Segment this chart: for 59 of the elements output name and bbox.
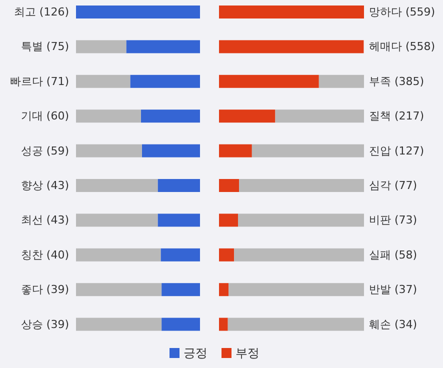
bar (142, 144, 200, 158)
y-tick-label: 좋다 (39) (20, 283, 69, 296)
y-tick-label: 진압 (127) (369, 144, 424, 158)
y-tick-label: 기대 (60) (20, 110, 69, 123)
bar (219, 40, 364, 54)
bar (219, 110, 276, 123)
y-tick-label: 망하다 (559) (369, 6, 436, 18)
bar (76, 318, 162, 331)
bar (219, 144, 252, 158)
bar (239, 179, 364, 192)
y-tick-label: 성공 (59) (20, 144, 69, 158)
bar (76, 248, 161, 262)
bar (76, 179, 158, 192)
bar (76, 74, 130, 88)
bar (76, 110, 141, 123)
y-tick-label: 헤매다 (558) (369, 40, 436, 54)
y-tick-label: 심각 (77) (369, 179, 418, 192)
bar (76, 214, 158, 227)
bar (228, 318, 364, 331)
bar (275, 110, 364, 123)
y-tick-label: 향상 (43) (20, 179, 69, 192)
y-tick-label: 부족 (385) (369, 74, 424, 88)
bar (76, 6, 200, 18)
bar (228, 283, 364, 296)
y-tick-label: 상승 (39) (20, 318, 69, 331)
y-tick-label: 칭찬 (40) (20, 248, 69, 262)
y-tick-label: 특별 (75) (20, 40, 69, 54)
bar (76, 144, 142, 158)
legend-label: 긍정 (184, 346, 208, 360)
bar (219, 214, 238, 227)
bar (219, 6, 364, 18)
bar (162, 283, 200, 296)
legend-label: 부정 (236, 346, 260, 360)
y-tick-label: 반발 (37) (369, 283, 418, 296)
y-tick-label: 훼손 (34) (369, 318, 418, 331)
bar (76, 40, 126, 54)
y-tick-label: 빠르다 (71) (10, 74, 69, 88)
bar (219, 318, 228, 331)
bar (234, 248, 364, 262)
bar (219, 248, 234, 262)
bar (140, 110, 200, 123)
bar (219, 283, 229, 296)
bar (318, 74, 364, 88)
bar (252, 144, 364, 158)
bar (158, 214, 200, 227)
bar (76, 283, 162, 296)
bar (126, 40, 200, 54)
bar (158, 179, 200, 192)
y-tick-label: 최고 (126) (14, 6, 69, 18)
bar (130, 74, 200, 88)
bar (219, 179, 240, 192)
y-tick-label: 질책 (217) (369, 110, 424, 123)
bar (219, 74, 319, 88)
bar (238, 214, 364, 227)
bar (160, 248, 200, 262)
y-tick-label: 실패 (58) (369, 248, 418, 262)
bar (162, 318, 200, 331)
y-tick-label: 최선 (43) (20, 214, 69, 227)
y-tick-label: 비판 (73) (369, 214, 418, 227)
